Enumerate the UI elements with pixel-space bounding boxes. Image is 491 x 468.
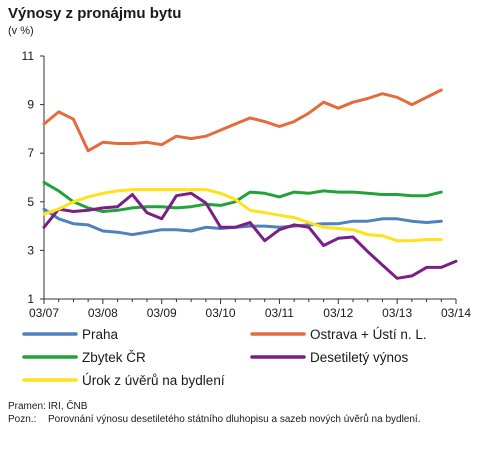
x-tick-label: 03/08 — [88, 306, 118, 320]
y-tick-label: 3 — [27, 243, 34, 257]
series-line-4 — [42, 188, 443, 243]
y-tick-label: 11 — [22, 49, 35, 63]
chart-legend: Praha Ostrava + Ústí n. L. Zbytek ČR Deseti… — [22, 327, 427, 388]
footnote: Pozn.: Porovnání výnosu desetiletého stá… — [8, 413, 483, 426]
y-tick-label: 9 — [27, 98, 34, 112]
legend-label-2: Zbytek ČR — [82, 350, 146, 365]
chart-unit-label: (v %) — [8, 25, 34, 37]
legend-label-3: Desetiletý výnos — [310, 350, 409, 365]
y-tick-label: 1 — [27, 292, 34, 306]
source-label: Pramen: — [8, 401, 46, 412]
series-line-0 — [42, 207, 443, 237]
footnote-text: Porovnání výnosu desetiletého státního d… — [48, 414, 421, 425]
series-line-1 — [42, 88, 443, 153]
y-tick-label: 7 — [27, 146, 34, 160]
legend-label-0: Praha — [82, 327, 119, 342]
chart-svg: 1 3 5 7 9 11 03/07 03/08 03/09 03/10 03/11 03/12 03/… — [22, 49, 472, 388]
x-tick-label: 03/10 — [206, 306, 236, 320]
x-tick-label: 03/14 — [441, 306, 471, 320]
legend-label-4: Úrok z úvěrů na bydlení — [82, 373, 225, 388]
x-tick-label: 03/12 — [323, 306, 353, 320]
source-text: IRI, ČNB — [48, 401, 88, 412]
chart-lines — [42, 88, 458, 280]
x-tick-label: 03/09 — [147, 306, 177, 320]
source-note: Pramen: IRI, ČNB — [8, 400, 483, 413]
x-tick-label: 03/07 — [29, 306, 59, 320]
y-tick-label: 5 — [27, 195, 34, 209]
chart-title: Výnosy z pronájmu bytu — [8, 5, 182, 22]
legend-label-1: Ostrava + Ústí n. L. — [310, 327, 427, 342]
x-tick-label: 03/11 — [265, 306, 294, 320]
series-line-3 — [42, 191, 458, 280]
chart-axes: 1 3 5 7 9 11 03/07 03/08 03/09 03/10 03/11 03/12 03/… — [22, 49, 472, 320]
x-tick-label: 03/13 — [382, 306, 412, 320]
footnote-label: Pozn.: — [8, 414, 37, 425]
series-line-2 — [42, 180, 443, 213]
notes-block: Pramen: IRI, ČNB Pozn.: Porovnání výnosu… — [8, 400, 483, 426]
